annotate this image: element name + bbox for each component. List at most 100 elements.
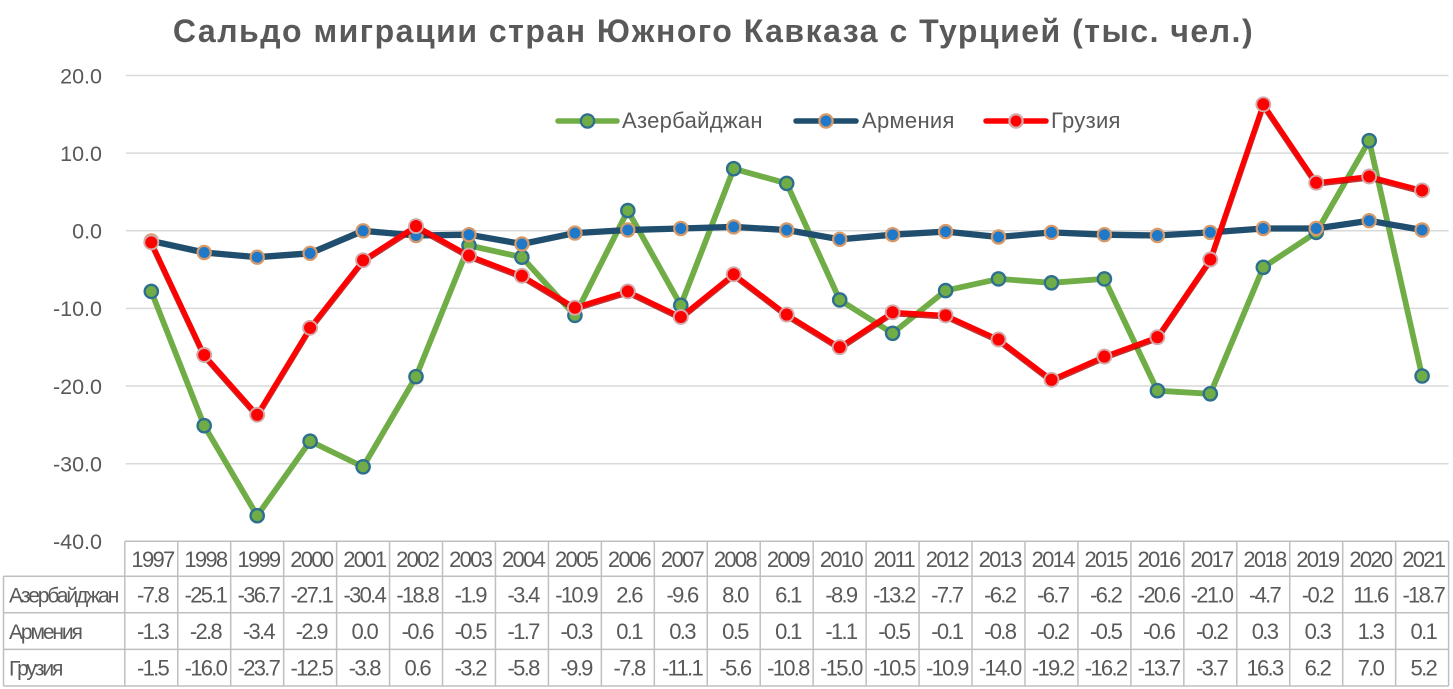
svg-text:2015: 2015 xyxy=(1085,547,1129,572)
svg-text:-2.9: -2.9 xyxy=(296,619,329,644)
svg-text:-25.1: -25.1 xyxy=(185,582,228,607)
svg-text:-6.2: -6.2 xyxy=(984,582,1017,607)
svg-text:1997: 1997 xyxy=(131,547,175,572)
svg-text:-30.4: -30.4 xyxy=(343,582,386,607)
svg-text:-10.9: -10.9 xyxy=(555,582,598,607)
svg-text:-0.6: -0.6 xyxy=(1143,619,1176,644)
svg-text:2020: 2020 xyxy=(1349,547,1393,572)
svg-text:6.2: 6.2 xyxy=(1305,656,1332,681)
svg-text:5.2: 5.2 xyxy=(1411,656,1438,681)
svg-text:-3.8: -3.8 xyxy=(349,656,382,681)
svg-text:2014: 2014 xyxy=(1032,547,1076,572)
svg-text:-3.2: -3.2 xyxy=(455,656,488,681)
svg-text:2003: 2003 xyxy=(449,547,493,572)
svg-text:-3.4: -3.4 xyxy=(508,582,541,607)
svg-text:2011: 2011 xyxy=(874,547,916,572)
svg-text:-40.0: -40.0 xyxy=(53,530,102,554)
svg-text:2012: 2012 xyxy=(926,547,970,572)
svg-text:-0.3: -0.3 xyxy=(561,619,594,644)
svg-text:0.0: 0.0 xyxy=(72,220,102,244)
svg-text:-12.5: -12.5 xyxy=(290,656,333,681)
svg-text:-16.2: -16.2 xyxy=(1085,656,1128,681)
svg-text:-2.8: -2.8 xyxy=(190,619,223,644)
svg-text:2017: 2017 xyxy=(1190,547,1234,572)
svg-text:1998: 1998 xyxy=(184,547,228,572)
svg-text:0.3: 0.3 xyxy=(1305,619,1332,644)
svg-text:-21.0: -21.0 xyxy=(1191,582,1234,607)
svg-text:Азербайджан: Азербайджан xyxy=(622,108,763,133)
svg-text:2013: 2013 xyxy=(979,547,1023,572)
svg-text:-1.9: -1.9 xyxy=(455,582,488,607)
svg-text:6.1: 6.1 xyxy=(775,582,802,607)
svg-text:7.0: 7.0 xyxy=(1358,656,1385,681)
svg-text:-4.7: -4.7 xyxy=(1249,582,1282,607)
svg-text:-19.2: -19.2 xyxy=(1032,656,1075,681)
svg-text:-15.0: -15.0 xyxy=(820,656,863,681)
svg-text:-0.5: -0.5 xyxy=(455,619,488,644)
svg-text:-18.8: -18.8 xyxy=(396,582,439,607)
svg-text:-0.1: -0.1 xyxy=(931,619,964,644)
svg-text:-10.0: -10.0 xyxy=(53,297,102,321)
svg-text:11.6: 11.6 xyxy=(1353,582,1389,607)
svg-text:-36.7: -36.7 xyxy=(238,582,281,607)
svg-text:16.3: 16.3 xyxy=(1246,656,1283,681)
svg-text:2004: 2004 xyxy=(502,547,546,572)
svg-text:-1.7: -1.7 xyxy=(508,619,541,644)
svg-text:0.1: 0.1 xyxy=(1411,619,1438,644)
svg-text:0.1: 0.1 xyxy=(616,619,643,644)
svg-text:-6.2: -6.2 xyxy=(1090,582,1123,607)
svg-text:2.6: 2.6 xyxy=(616,582,643,607)
svg-text:-18.7: -18.7 xyxy=(1402,582,1445,607)
svg-text:-0.8: -0.8 xyxy=(984,619,1017,644)
svg-text:8.0: 8.0 xyxy=(722,582,749,607)
svg-text:-10.5: -10.5 xyxy=(873,656,916,681)
svg-text:-0.6: -0.6 xyxy=(402,619,435,644)
svg-text:-7.7: -7.7 xyxy=(931,582,964,607)
svg-text:1999: 1999 xyxy=(237,547,281,572)
svg-text:-7.8: -7.8 xyxy=(613,656,646,681)
svg-text:2009: 2009 xyxy=(767,547,811,572)
svg-text:0.5: 0.5 xyxy=(722,619,749,644)
svg-text:2008: 2008 xyxy=(714,547,758,572)
svg-text:-14.0: -14.0 xyxy=(979,656,1022,681)
svg-text:-3.4: -3.4 xyxy=(243,619,276,644)
svg-text:Армения: Армения xyxy=(862,108,955,133)
svg-text:-5.8: -5.8 xyxy=(508,656,541,681)
svg-text:-1.1: -1.1 xyxy=(825,619,858,644)
svg-text:2016: 2016 xyxy=(1138,547,1182,572)
svg-text:1.3: 1.3 xyxy=(1358,619,1385,644)
svg-text:2002: 2002 xyxy=(396,547,440,572)
svg-text:2001: 2001 xyxy=(343,547,387,572)
svg-text:0.1: 0.1 xyxy=(775,619,802,644)
svg-text:-0.5: -0.5 xyxy=(1090,619,1123,644)
svg-text:-30.0: -30.0 xyxy=(53,453,102,477)
svg-text:20.0: 20.0 xyxy=(60,64,102,88)
svg-text:-13.2: -13.2 xyxy=(873,582,916,607)
svg-text:-16.0: -16.0 xyxy=(185,656,228,681)
svg-text:2000: 2000 xyxy=(290,547,334,572)
svg-text:-8.9: -8.9 xyxy=(825,582,858,607)
svg-text:2019: 2019 xyxy=(1296,547,1340,572)
svg-text:-1.5: -1.5 xyxy=(137,656,170,681)
svg-text:2007: 2007 xyxy=(661,547,705,572)
svg-text:-0.2: -0.2 xyxy=(1196,619,1229,644)
svg-text:-23.7: -23.7 xyxy=(238,656,281,681)
svg-text:-10.8: -10.8 xyxy=(767,656,810,681)
svg-text:-10.9: -10.9 xyxy=(926,656,969,681)
svg-text:Грузия: Грузия xyxy=(1051,108,1121,133)
svg-text:0.6: 0.6 xyxy=(404,656,431,681)
svg-text:-11.1: -11.1 xyxy=(662,656,703,681)
svg-text:-27.1: -27.1 xyxy=(290,582,333,607)
svg-text:Азербайджан: Азербайджан xyxy=(9,584,119,607)
svg-text:0.3: 0.3 xyxy=(1252,619,1279,644)
svg-text:0.3: 0.3 xyxy=(669,619,696,644)
svg-text:-7.8: -7.8 xyxy=(137,582,170,607)
svg-text:0.0: 0.0 xyxy=(352,619,379,644)
svg-text:-9.9: -9.9 xyxy=(561,656,594,681)
svg-text:-0.2: -0.2 xyxy=(1037,619,1070,644)
svg-text:2006: 2006 xyxy=(608,547,652,572)
svg-text:-6.7: -6.7 xyxy=(1037,582,1070,607)
svg-text:2005: 2005 xyxy=(555,547,599,572)
svg-text:10.0: 10.0 xyxy=(60,142,102,166)
svg-text:-0.5: -0.5 xyxy=(878,619,911,644)
